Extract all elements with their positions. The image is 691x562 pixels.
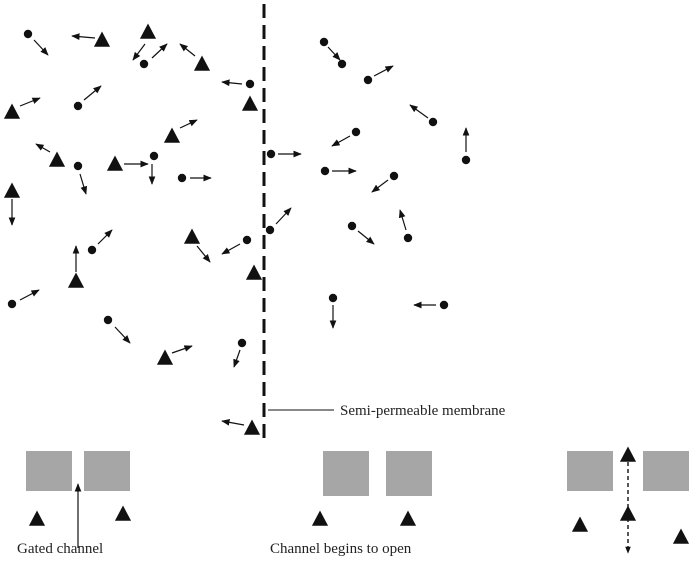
membrane-label: Semi-permeable membrane [340, 403, 506, 419]
solute-dot-15 [363, 75, 373, 85]
motion-arrow-21 [114, 326, 131, 344]
motion-arrow-26 [373, 65, 394, 77]
channel-block-right [643, 451, 689, 491]
solute-triangle-1 [93, 31, 111, 47]
motion-arrow-22 [171, 345, 193, 354]
solute-dot-11 [103, 315, 113, 325]
motion-arrow-3 [132, 43, 146, 61]
motion-arrow-35 [398, 209, 407, 231]
solute-dot-2 [139, 59, 149, 69]
motion-arrow-32 [371, 179, 389, 193]
channel-opening: Channel begins to open [270, 451, 432, 557]
solute-dot-17 [461, 155, 471, 165]
channel-closed: Gated channel [17, 451, 130, 557]
solute-triangle-8 [106, 155, 124, 171]
solute-triangle-22 [672, 528, 690, 544]
channel-block-left [323, 451, 369, 496]
solute-dot-7 [177, 173, 187, 183]
solute-triangle-2 [139, 23, 157, 39]
motion-arrow-23 [233, 349, 241, 368]
solute-dot-23 [347, 221, 357, 231]
solute-dot-12 [237, 338, 247, 348]
solute-triangle-11 [67, 272, 85, 288]
solute-triangle-15 [28, 510, 46, 526]
solute-dot-5 [73, 161, 83, 171]
solute-triangle-16 [114, 505, 132, 521]
channel-block-left [567, 451, 613, 491]
solute-triangle-3 [193, 55, 211, 71]
motion-arrow-2 [71, 33, 96, 41]
solute-dot-22 [265, 225, 275, 235]
particles-layer [3, 23, 690, 544]
solute-triangle-12 [245, 264, 263, 280]
motion-arrow-34 [357, 230, 375, 245]
motion-arrow-30 [331, 135, 351, 147]
solute-triangle-9 [3, 182, 21, 198]
solute-triangle-5 [3, 103, 21, 119]
solute-dot-6 [149, 151, 159, 161]
solute-dot-19 [351, 127, 361, 137]
channel-block-left [26, 451, 72, 491]
solute-dot-20 [320, 166, 330, 176]
motion-arrow-33 [275, 207, 292, 225]
channel-open [567, 451, 689, 550]
gated-channel-label: Gated channel [17, 541, 103, 557]
solute-dot-1 [23, 29, 33, 39]
motion-arrow-27 [409, 104, 429, 119]
motion-arrow-18 [97, 229, 113, 245]
channel-block-right [386, 451, 432, 496]
solute-dot-24 [403, 233, 413, 243]
solute-triangle-18 [399, 510, 417, 526]
channel-begins-to-open-label: Channel begins to open [270, 541, 412, 557]
solute-dot-9 [87, 245, 97, 255]
motion-arrow-17 [221, 243, 241, 255]
solute-dot-14 [337, 59, 347, 69]
motion-arrow-10 [35, 143, 51, 153]
solute-triangle-4 [241, 95, 259, 111]
solute-triangle-20 [571, 516, 589, 532]
solute-dot-18 [266, 149, 276, 159]
solute-dot-25 [328, 293, 338, 303]
motion-arrow-7 [83, 85, 102, 101]
solute-triangle-13 [156, 349, 174, 365]
solute-triangle-17 [311, 510, 329, 526]
motion-arrow-11 [79, 173, 88, 195]
motion-arrow-6 [221, 79, 243, 87]
motion-arrow-1 [33, 39, 49, 56]
solute-triangle-19 [619, 446, 637, 462]
motion-arrow-24 [221, 419, 245, 426]
solute-dot-13 [319, 37, 329, 47]
solute-triangle-7 [48, 151, 66, 167]
solute-triangle-6 [163, 127, 181, 143]
motion-arrow-20 [19, 289, 40, 301]
solute-dot-3 [245, 79, 255, 89]
motion-arrow-8 [19, 97, 41, 107]
solute-dot-10 [7, 299, 17, 309]
motion-arrow-4 [151, 43, 168, 59]
channel-block-right [84, 451, 130, 491]
solute-dot-26 [439, 300, 449, 310]
motion-arrow-25 [327, 46, 341, 61]
solute-dot-21 [389, 171, 399, 181]
solute-triangle-10 [183, 228, 201, 244]
solute-dot-4 [73, 101, 83, 111]
motion-arrow-16 [196, 245, 211, 263]
solute-triangle-14 [243, 419, 261, 435]
motion-arrow-9 [179, 119, 198, 129]
solute-dot-16 [428, 117, 438, 127]
solute-dot-8 [242, 235, 252, 245]
motion-arrow-5 [179, 43, 196, 57]
